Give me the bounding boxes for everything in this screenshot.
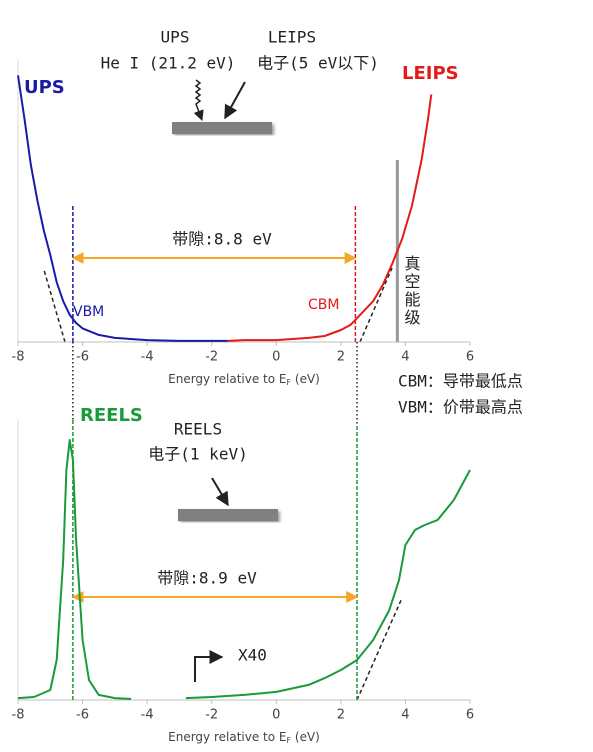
annotation: VBM：价带最高点 (398, 398, 523, 417)
series-label: REELS (80, 405, 143, 426)
series-line (227, 94, 433, 342)
x-tick-label: 6 (466, 350, 474, 365)
x-axis-label-part: Energy relative to E (168, 372, 286, 386)
x-axis-label-part: (eV) (291, 372, 320, 386)
annotation: CBM：导带最低点 (398, 372, 523, 391)
scale-arrow (194, 650, 224, 682)
extrapolation-line (359, 267, 393, 343)
band-gap-label: 带隙:8.8 eV (172, 230, 272, 249)
series-line (17, 75, 228, 342)
sample (172, 122, 272, 134)
x-tick-label: 6 (466, 708, 474, 723)
x-tick-label: -6 (76, 350, 89, 365)
annotation: 电子(5 eV以下) (257, 54, 379, 73)
sample (178, 509, 278, 521)
x-axis-label-part: (eV) (291, 730, 320, 744)
electron-arrow (224, 81, 246, 120)
x-tick-label: -4 (141, 708, 154, 723)
x-tick-label: 2 (337, 350, 345, 365)
extrapolation-line (356, 597, 403, 701)
x-axis-label-part: Energy relative to E (168, 730, 286, 744)
annotation: 电子(1 keV) (148, 445, 247, 464)
x-axis-label: Energy relative to EF (eV) (168, 730, 320, 745)
extrapolation-line (43, 269, 66, 343)
x-tick-label: -6 (76, 708, 89, 723)
x-tick-label: 4 (401, 708, 409, 723)
x-tick-label: 0 (272, 350, 280, 365)
x-tick-label: 2 (337, 708, 345, 723)
x-tick-label: -2 (205, 708, 218, 723)
x-tick-label: -4 (141, 350, 154, 365)
x-tick-label: 0 (272, 708, 280, 723)
x-axis-label-part: F (286, 736, 291, 745)
series-line (17, 439, 471, 700)
band-gap-label: 带隙:8.9 eV (157, 569, 257, 588)
annotation: X40 (238, 646, 267, 665)
series-label: LEIPS (402, 63, 459, 84)
annotation: He I (21.2 eV) (101, 54, 236, 73)
annotation: LEIPS (268, 28, 316, 47)
series-label: UPS (24, 77, 65, 98)
marker-label: 真空能级 (402, 255, 421, 327)
annotation: UPS (161, 28, 190, 47)
x-axis-label: Energy relative to EF (eV) (168, 372, 320, 387)
x-tick-label: 4 (401, 350, 409, 365)
x-axis-label-part: F (286, 378, 291, 387)
marker-label: CBM (308, 297, 339, 313)
photon-arrow (193, 79, 204, 121)
x-tick-label: -8 (12, 708, 25, 723)
electron-arrow (211, 477, 229, 507)
annotation: REELS (174, 420, 222, 439)
marker-label: VBM (73, 304, 104, 320)
x-tick-label: -8 (12, 350, 25, 365)
x-tick-label: -2 (205, 350, 218, 365)
